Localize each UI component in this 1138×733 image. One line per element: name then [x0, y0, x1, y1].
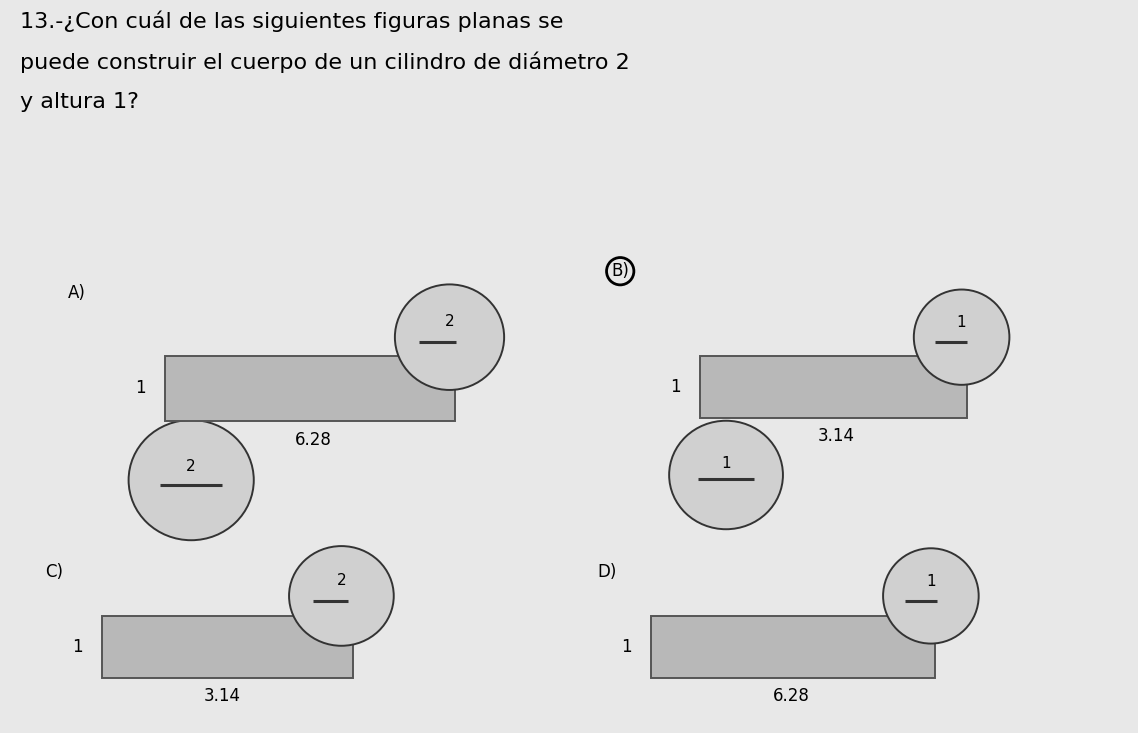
Text: B): B)	[611, 262, 629, 280]
Text: 1: 1	[670, 378, 681, 396]
FancyBboxPatch shape	[700, 356, 967, 418]
Text: 13.-¿Con cuál de las siguientes figuras planas se: 13.-¿Con cuál de las siguientes figuras …	[20, 11, 563, 32]
Text: puede construir el cuerpo de un cilindro de diámetro 2: puede construir el cuerpo de un cilindro…	[20, 51, 630, 73]
Text: 1: 1	[135, 380, 146, 397]
Text: A): A)	[68, 284, 86, 302]
Ellipse shape	[883, 548, 979, 644]
FancyBboxPatch shape	[102, 616, 353, 678]
Text: 1: 1	[721, 455, 731, 471]
Text: D): D)	[597, 563, 617, 581]
Text: y altura 1?: y altura 1?	[20, 92, 139, 111]
FancyBboxPatch shape	[651, 616, 935, 678]
Text: 2: 2	[445, 314, 454, 329]
Ellipse shape	[395, 284, 504, 390]
Text: 1: 1	[73, 638, 83, 656]
Text: C): C)	[46, 563, 64, 581]
Ellipse shape	[914, 290, 1009, 385]
Text: 6.28: 6.28	[773, 688, 809, 705]
FancyBboxPatch shape	[165, 356, 455, 421]
Text: 2: 2	[187, 460, 196, 474]
Text: 1: 1	[957, 315, 966, 331]
Text: 2: 2	[337, 573, 346, 589]
Text: 6.28: 6.28	[295, 431, 331, 449]
Ellipse shape	[129, 420, 254, 540]
Ellipse shape	[289, 546, 394, 646]
Ellipse shape	[669, 421, 783, 529]
Text: 3.14: 3.14	[204, 688, 240, 705]
Text: 1: 1	[621, 638, 632, 656]
Text: 3.14: 3.14	[818, 427, 855, 445]
Text: 1: 1	[926, 574, 935, 589]
